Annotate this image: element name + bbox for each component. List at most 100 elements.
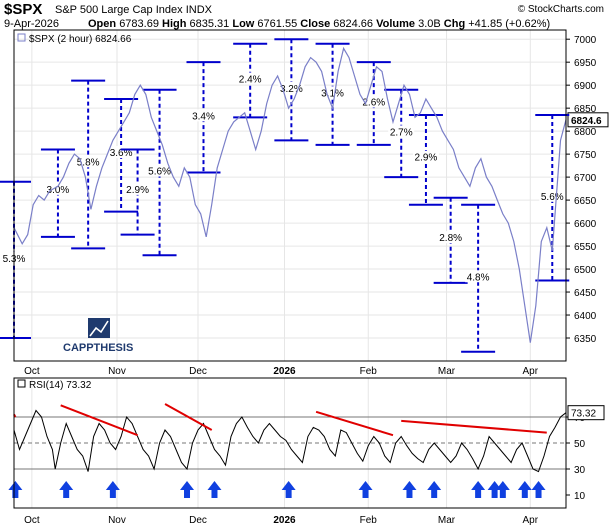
swing-label: 2.6%: [362, 98, 385, 109]
up-arrow-icon: [495, 481, 510, 498]
swing-label-bg: [146, 164, 173, 177]
rsi-series: [13, 409, 567, 473]
close-label: Close: [300, 18, 331, 30]
x-tick-label: Mar: [438, 366, 456, 377]
swing-label: 5.6%: [541, 192, 564, 203]
price-tick-label: 6500: [574, 265, 597, 276]
volume-value: 3.0B: [418, 18, 441, 30]
up-arrow-icon: [8, 481, 23, 498]
price-legend-text: $SPX (2 hour) 6824.66: [29, 34, 132, 45]
x-tick-label: 2026: [273, 515, 296, 526]
x-tick-label: Nov: [108, 366, 126, 377]
swing-label: 5.6%: [148, 167, 171, 178]
x-tick-label: Nov: [108, 515, 126, 526]
swing-label-bg: [388, 125, 415, 138]
rsi-tick-label: 30: [574, 465, 586, 476]
swing-label: 5.8%: [77, 157, 100, 168]
swing-label: 3.2%: [280, 84, 303, 95]
exchange-code: INDX: [185, 4, 212, 16]
rsi-pane-frame: [13, 377, 567, 509]
price-line: [13, 46, 567, 343]
logo-mark: [88, 318, 110, 338]
rsi-buy-arrows: [8, 481, 546, 498]
up-arrow-icon: [281, 481, 296, 498]
swing-label: 2.7%: [390, 127, 413, 138]
source-credit: © StockCharts.com: [517, 4, 604, 15]
swing-label-bg: [465, 270, 492, 283]
rsi-legend-text: RSI(14) 73.32: [29, 380, 92, 391]
swing-label-bg: [190, 109, 217, 122]
price-series: [13, 46, 567, 343]
swing-label-bg: [237, 72, 264, 85]
up-arrow-icon: [180, 481, 195, 498]
price-tick-label: 6550: [574, 242, 597, 253]
up-arrow-icon: [358, 481, 373, 498]
swing-label: 3.4%: [192, 111, 215, 122]
quote-date: 9-Apr-2026: [4, 18, 60, 30]
swing-label-bg: [539, 189, 566, 202]
price-legend: $SPX (2 hour) 6824.66: [17, 33, 132, 45]
up-arrow-icon: [59, 481, 74, 498]
security-name: S&P 500 Large Cap Index: [55, 4, 183, 16]
x-tick-label: Dec: [189, 515, 207, 526]
swing-label-bg: [437, 231, 464, 244]
volume-label: Volume: [376, 18, 416, 30]
open-label: Open: [88, 18, 117, 30]
swing-label-bg: [124, 182, 151, 195]
x-tick-label: Oct: [24, 515, 40, 526]
chg-label: Chg: [443, 18, 466, 30]
price-tick-label: 6700: [574, 173, 597, 184]
price-grid: [14, 30, 566, 361]
swing-label: 2.8%: [439, 233, 462, 244]
price-tick-label: 6750: [574, 150, 597, 161]
x-tick-label: Apr: [523, 515, 539, 526]
x-tick-label: Feb: [360, 366, 378, 377]
price-tick-label: 6900: [574, 81, 597, 92]
up-arrow-icon: [471, 481, 486, 498]
price-last-label: 6824.6: [571, 116, 602, 127]
swing-label: 3.0%: [47, 185, 70, 196]
rsi-last-label: 73.32: [571, 409, 596, 420]
up-arrow-icon: [517, 481, 532, 498]
security-description: S&P 500 Large Cap Index INDX: [55, 4, 212, 16]
swing-label: 2.9%: [415, 153, 438, 164]
up-arrow-icon: [105, 481, 120, 498]
rsi-tick-label: 10: [574, 491, 586, 502]
rsi-trendline: [401, 419, 547, 434]
up-arrow-icon: [427, 481, 442, 498]
swing-label: 3.6%: [110, 148, 133, 159]
swing-label: 4.8%: [467, 272, 490, 283]
rsi-legend: RSI(14) 73.32: [17, 379, 92, 391]
ohlc-summary: Open 6783.69 High 6835.31 Low 6761.55 Cl…: [88, 18, 550, 30]
rsi-tick-label: 50: [574, 439, 586, 450]
swing-label-bg: [44, 182, 71, 195]
price-tick-label: 6450: [574, 288, 597, 299]
up-arrow-icon: [487, 481, 502, 498]
price-tick-label: 6800: [574, 127, 597, 138]
price-last-tag: [567, 112, 609, 128]
up-arrow-icon: [402, 481, 417, 498]
pane-frames: [13, 29, 567, 509]
x-axes: Oct Oct Nov Nov Dec Dec 2026 2026 Feb Feb Mar Mar Ap…: [24, 366, 539, 526]
rsi-trendline: [164, 403, 213, 431]
x-tick-label: Oct: [24, 366, 40, 377]
rsi-trendlines: [13, 403, 547, 437]
chg-value: +41.85 (+0.62%): [468, 18, 551, 30]
close-value: 6824.66: [333, 18, 374, 30]
price-tick-label: 6400: [574, 311, 597, 322]
up-arrow-icon: [207, 481, 222, 498]
x-tick-label: Apr: [523, 366, 539, 377]
swing-bars: 5.3%3.0%5.8%3.6%2.9%5.6%3.4%2.4%3.2% 3.1%…: [0, 38, 570, 353]
price-pane-frame: [13, 29, 567, 362]
price-tick-label: 7000: [574, 35, 597, 46]
rsi-trendline: [60, 404, 138, 437]
capp-logo: CAPPTHESIS: [63, 318, 133, 354]
price-tick-label: 6350: [574, 334, 597, 345]
price-tick-label: 6950: [574, 58, 597, 69]
x-tick-label: Mar: [438, 515, 456, 526]
price-tick-label: 6650: [574, 196, 597, 207]
rsi-trendline: [315, 410, 394, 437]
swing-label-bg: [412, 150, 439, 163]
up-arrow-icon: [531, 481, 546, 498]
